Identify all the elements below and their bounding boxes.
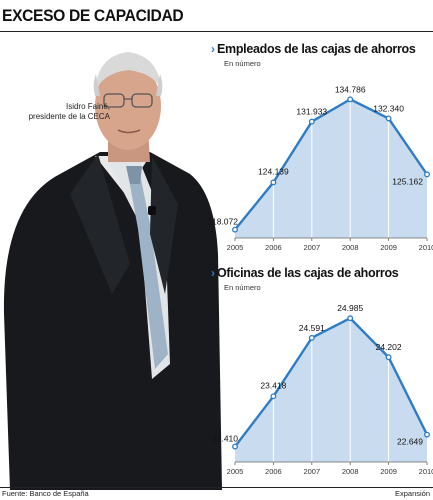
x-tick-label: 2008 — [342, 243, 359, 252]
data-point — [424, 171, 430, 178]
source-note: Fuente: Banco de España — [2, 489, 89, 498]
photo-portrait — [3, 52, 222, 490]
x-tick-label: 2007 — [303, 243, 320, 252]
caption-role: presidente de la CECA — [28, 112, 110, 121]
data-point — [308, 334, 315, 341]
page-title: EXCESO DE CAPACIDAD — [2, 6, 184, 25]
series-line — [234, 317, 429, 448]
data-label: 24.985 — [337, 303, 363, 313]
x-tick-label: 2005 — [227, 467, 244, 476]
x-tick-label: 2008 — [342, 467, 359, 476]
data-point — [385, 115, 392, 122]
data-point — [232, 226, 238, 233]
x-tick-label: 2009 — [380, 243, 397, 252]
data-label: 24.202 — [376, 342, 402, 352]
chart-subtitle: En número — [224, 283, 261, 292]
area-fill — [235, 318, 427, 462]
data-point — [385, 354, 392, 361]
data-label: 131.933 — [296, 107, 327, 117]
data-point — [424, 431, 430, 438]
data-point — [347, 315, 354, 322]
data-point — [232, 443, 238, 450]
footer-divider — [0, 487, 433, 488]
chart-employees: › Empleados de las cajas de ahorros En n… — [205, 38, 433, 258]
x-tick-label: 2010 — [419, 243, 433, 252]
chevron-right-icon: › — [211, 266, 215, 280]
data-label: 134.786 — [335, 84, 366, 94]
chart-plot: 2005 2006 2007 2008 2009 2010 118.072 124.139 13… — [208, 84, 433, 252]
data-point — [270, 179, 277, 186]
x-tick-label: 2006 — [265, 467, 282, 476]
credit-note: Expansión — [394, 489, 430, 498]
data-label: 23.418 — [260, 380, 286, 390]
chart-offices: › Oficinas de las cajas de ahorros En nú… — [205, 262, 433, 482]
data-point — [270, 393, 277, 400]
data-label: 24.591 — [299, 323, 325, 333]
data-label: 118.072 — [208, 217, 238, 227]
x-tick-label: 2006 — [265, 243, 282, 252]
x-tick-label: 2010 — [419, 467, 433, 476]
x-tick-label: 2009 — [380, 467, 397, 476]
caption-name: Isidro Fainé, — [65, 102, 110, 111]
chevron-right-icon: › — [211, 42, 215, 56]
x-tick-label: 2007 — [303, 467, 320, 476]
series-line — [234, 98, 428, 231]
photo-caption: Isidro Fainé, presidente de la CECA — [20, 102, 110, 122]
data-label: 125.162 — [392, 176, 423, 186]
data-label: 132.340 — [373, 103, 404, 113]
data-point — [347, 96, 354, 103]
data-label: 22.410 — [212, 434, 238, 444]
chart-subtitle: En número — [224, 59, 261, 68]
data-label: 22.649 — [397, 437, 423, 447]
data-label: 124.139 — [258, 166, 289, 176]
x-tick-label: 2005 — [227, 243, 244, 252]
data-point — [308, 118, 315, 125]
chart-plot: 2005 2006 2007 2008 2009 2010 22.410 23.418 24.5… — [212, 303, 433, 476]
area-fill — [235, 99, 427, 238]
chart-title: Empleados de las cajas de ahorros — [217, 42, 416, 56]
chart-title: Oficinas de las cajas de ahorros — [217, 266, 399, 280]
title-divider — [0, 31, 433, 32]
